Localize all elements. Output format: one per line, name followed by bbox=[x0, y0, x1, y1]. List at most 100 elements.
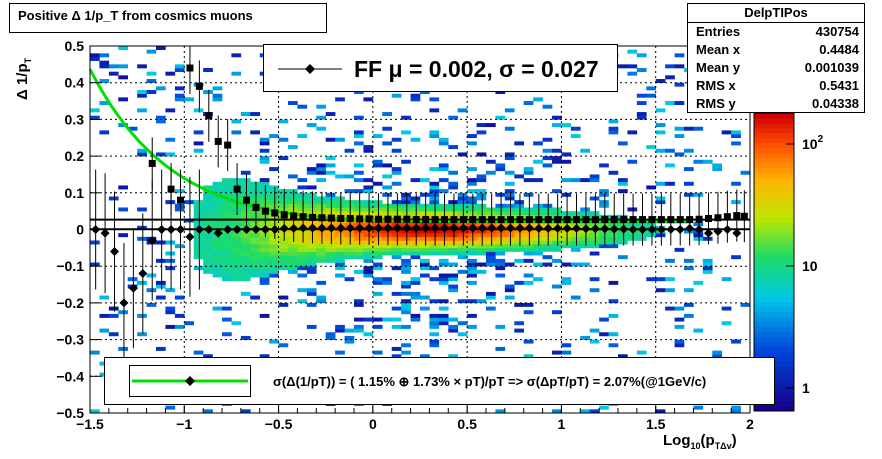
heatmap-cell bbox=[278, 244, 289, 249]
sigma-point bbox=[186, 64, 194, 72]
heatmap-cell bbox=[344, 244, 355, 249]
heatmap-cell bbox=[410, 251, 421, 256]
x-tick-label: 1 bbox=[558, 416, 566, 432]
heatmap-cell bbox=[401, 258, 411, 263]
heatmap-cell bbox=[467, 240, 477, 245]
heatmap-cell bbox=[288, 200, 298, 205]
heatmap-cell bbox=[222, 192, 232, 197]
heatmap-cell bbox=[316, 115, 327, 120]
heatmap-cell bbox=[363, 148, 374, 153]
heatmap-cell bbox=[721, 306, 732, 311]
heatmap-cell bbox=[269, 244, 279, 249]
heatmap-cell bbox=[589, 328, 600, 333]
heatmap-cell bbox=[401, 310, 411, 315]
heatmap-cell bbox=[240, 189, 251, 194]
heatmap-cell bbox=[561, 343, 572, 348]
mean-point bbox=[675, 225, 685, 234]
heatmap-cell bbox=[118, 46, 129, 50]
heatmap-cell bbox=[429, 200, 440, 205]
heatmap-cell bbox=[335, 97, 345, 102]
heatmap-cell bbox=[212, 203, 223, 208]
heatmap-cell bbox=[325, 332, 336, 337]
heatmap-cell bbox=[655, 148, 666, 153]
heatmap-cell bbox=[118, 346, 129, 351]
heatmap-cell bbox=[278, 236, 289, 241]
sigma-point bbox=[620, 216, 628, 224]
stats-row: Mean y 0.001039 bbox=[688, 59, 864, 77]
mean-point bbox=[553, 223, 563, 233]
heatmap-cell bbox=[297, 262, 308, 267]
heatmap-cell bbox=[193, 130, 204, 135]
heatmap-cell bbox=[655, 200, 666, 205]
heatmap-cell bbox=[269, 189, 279, 194]
heatmap-cell bbox=[533, 251, 543, 256]
heatmap-cell bbox=[203, 409, 213, 414]
heatmap-cell bbox=[476, 211, 487, 216]
sigma-point bbox=[393, 215, 401, 223]
palette-swatch bbox=[754, 291, 794, 298]
heatmap-cell bbox=[608, 240, 619, 245]
heatmap-cell bbox=[448, 328, 459, 333]
heatmap-cell bbox=[222, 211, 232, 216]
heatmap-cell bbox=[542, 262, 553, 267]
mean-point bbox=[119, 298, 129, 308]
heatmap-cell bbox=[731, 141, 741, 146]
heatmap-cell bbox=[438, 258, 449, 263]
heatmap-cell bbox=[278, 262, 289, 267]
heatmap-cell bbox=[401, 343, 411, 348]
heatmap-cell bbox=[316, 178, 327, 183]
heatmap-cell bbox=[288, 189, 298, 194]
heatmap-cell bbox=[278, 222, 289, 227]
heatmap-cell bbox=[325, 236, 336, 241]
heatmap-cell bbox=[325, 335, 336, 340]
stats-box: DelpTIPos Entries 430754 Mean x 0.4484 Mea… bbox=[687, 3, 865, 113]
heatmap-cell bbox=[401, 280, 411, 285]
heatmap-cell bbox=[240, 266, 251, 271]
heatmap-cell bbox=[269, 247, 279, 252]
palette-swatch bbox=[754, 152, 794, 159]
heatmap-cell bbox=[306, 123, 317, 128]
heatmap-cell bbox=[504, 126, 515, 131]
heatmap-cell bbox=[344, 251, 355, 256]
heatmap-cell bbox=[372, 240, 383, 245]
heatmap-cell bbox=[316, 258, 327, 263]
mean-point bbox=[581, 224, 591, 234]
heatmap-cell bbox=[174, 324, 185, 329]
heatmap-cell bbox=[344, 233, 355, 238]
heatmap-cell bbox=[731, 130, 741, 135]
heatmap-cell bbox=[382, 236, 393, 241]
heatmap-cell bbox=[514, 174, 525, 179]
mean-point bbox=[326, 223, 336, 233]
heatmap-cell bbox=[702, 159, 713, 164]
heatmap-cell bbox=[306, 251, 317, 256]
heatmap-cell bbox=[288, 262, 298, 267]
heatmap-cell bbox=[193, 266, 204, 271]
sigma-point bbox=[450, 216, 458, 224]
heatmap-cell bbox=[325, 196, 336, 201]
heatmap-cell bbox=[448, 244, 459, 249]
mean-point bbox=[515, 223, 525, 233]
heatmap-cell bbox=[646, 86, 657, 91]
heatmap-cell bbox=[335, 236, 345, 241]
heatmap-cell bbox=[467, 266, 477, 271]
heatmap-cell bbox=[401, 269, 411, 274]
heatmap-cell bbox=[137, 332, 147, 337]
heatmap-cell bbox=[240, 251, 251, 256]
sigma-point bbox=[705, 214, 713, 222]
heatmap-cell bbox=[429, 339, 440, 344]
heatmap-cell bbox=[542, 233, 553, 238]
heatmap-cell bbox=[636, 236, 647, 241]
heatmap-cell bbox=[240, 240, 251, 245]
heatmap-cell bbox=[231, 233, 242, 238]
mean-point bbox=[647, 225, 657, 234]
heatmap-cell bbox=[222, 233, 232, 238]
heatmap-cell bbox=[203, 255, 213, 260]
heatmap-cell bbox=[354, 207, 364, 212]
heatmap-cell bbox=[354, 302, 364, 307]
heatmap-cell bbox=[372, 350, 383, 355]
heatmap-cell bbox=[269, 266, 279, 271]
heatmap-cell bbox=[240, 222, 251, 227]
heatmap-cell bbox=[137, 148, 147, 153]
heatmap-cell bbox=[580, 335, 591, 340]
heatmap-cell bbox=[599, 192, 609, 197]
